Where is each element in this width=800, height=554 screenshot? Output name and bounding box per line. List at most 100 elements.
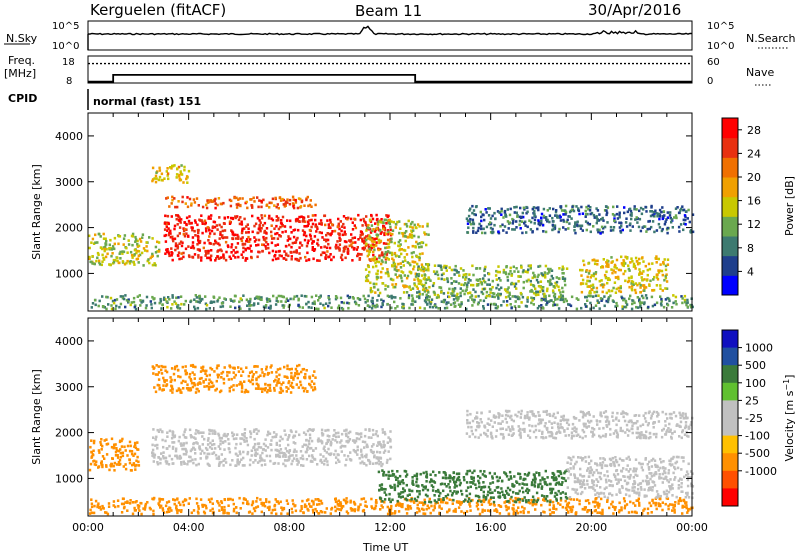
data-cell bbox=[338, 249, 341, 252]
data-cell bbox=[625, 256, 628, 259]
data-cell bbox=[601, 508, 604, 512]
data-cell bbox=[156, 461, 159, 464]
data-cell bbox=[232, 507, 236, 511]
data-cell bbox=[478, 222, 481, 226]
data-cell bbox=[305, 198, 308, 202]
data-cell bbox=[552, 285, 555, 288]
data-cell bbox=[274, 253, 277, 257]
data-cell bbox=[193, 253, 197, 256]
data-cell bbox=[329, 218, 332, 222]
data-cell bbox=[422, 485, 425, 489]
data-cell bbox=[638, 262, 641, 265]
data-cell bbox=[242, 450, 245, 454]
data-cell bbox=[392, 220, 395, 224]
data-cell bbox=[182, 251, 185, 255]
data-cell bbox=[476, 507, 480, 511]
data-cell bbox=[529, 267, 532, 270]
data-cell bbox=[250, 449, 253, 452]
data-cell bbox=[587, 207, 590, 211]
data-cell bbox=[351, 259, 354, 262]
data-cell bbox=[651, 289, 654, 292]
data-cell bbox=[334, 456, 338, 459]
data-cell bbox=[663, 258, 666, 261]
data-cell bbox=[291, 454, 294, 457]
data-cell bbox=[195, 497, 198, 501]
data-cell bbox=[529, 279, 532, 283]
data-cell bbox=[555, 276, 558, 279]
data-cell bbox=[167, 227, 170, 230]
data-cell bbox=[172, 164, 175, 168]
data-cell bbox=[278, 381, 281, 384]
data-cell bbox=[208, 307, 211, 310]
data-cell bbox=[208, 378, 211, 382]
data-cell bbox=[501, 223, 504, 227]
data-cell bbox=[450, 282, 453, 285]
data-cell bbox=[274, 378, 277, 382]
data-cell bbox=[279, 500, 282, 504]
data-cell bbox=[178, 307, 182, 310]
data-cell bbox=[508, 291, 511, 295]
data-cell bbox=[468, 273, 471, 276]
data-cell bbox=[324, 429, 327, 432]
data-cell bbox=[175, 504, 178, 508]
data-cell bbox=[436, 501, 440, 505]
data-cell bbox=[691, 213, 695, 216]
data-cell bbox=[100, 263, 103, 267]
data-cell bbox=[211, 507, 214, 511]
data-cell bbox=[221, 229, 224, 233]
data-cell bbox=[420, 269, 423, 272]
data-cell bbox=[170, 202, 173, 205]
data-cell bbox=[580, 205, 583, 209]
data-cell bbox=[324, 223, 327, 227]
data-cell bbox=[90, 505, 94, 509]
data-cell bbox=[225, 434, 228, 438]
power-colorbar-label: Power [dB] bbox=[783, 176, 796, 236]
data-cell bbox=[655, 276, 659, 279]
data-cell bbox=[98, 259, 101, 263]
data-cell bbox=[238, 496, 241, 500]
data-cell bbox=[455, 271, 459, 274]
data-cell bbox=[673, 511, 676, 514]
data-cell bbox=[288, 434, 291, 437]
data-cell bbox=[420, 274, 424, 277]
data-cell bbox=[247, 227, 250, 231]
data-cell bbox=[376, 288, 380, 292]
data-cell bbox=[144, 306, 148, 310]
data-cell bbox=[140, 512, 143, 516]
data-cell bbox=[462, 500, 466, 503]
data-cell bbox=[652, 501, 655, 505]
data-cell bbox=[372, 443, 375, 446]
data-cell bbox=[457, 271, 460, 274]
data-cell bbox=[338, 243, 342, 246]
data-cell bbox=[363, 246, 367, 250]
data-cell bbox=[198, 218, 201, 222]
data-cell bbox=[362, 497, 366, 500]
data-cell bbox=[259, 456, 262, 460]
data-cell bbox=[219, 233, 222, 236]
data-cell bbox=[207, 388, 211, 391]
data-cell bbox=[246, 206, 249, 210]
data-cell bbox=[418, 242, 422, 245]
data-cell bbox=[360, 450, 363, 453]
data-cell bbox=[94, 233, 97, 237]
data-cell bbox=[153, 301, 157, 305]
data-cell bbox=[222, 459, 225, 462]
data-cell bbox=[266, 243, 270, 246]
data-cell bbox=[123, 505, 126, 509]
data-cell bbox=[395, 265, 398, 269]
data-cell bbox=[567, 227, 570, 230]
data-cell bbox=[482, 500, 486, 504]
data-cell bbox=[378, 451, 382, 454]
data-cell bbox=[390, 296, 393, 300]
data-cell bbox=[339, 296, 343, 300]
data-cell bbox=[303, 294, 307, 298]
data-cell bbox=[609, 294, 612, 298]
data-cell bbox=[594, 259, 597, 263]
data-cell bbox=[491, 285, 494, 289]
data-cell bbox=[105, 295, 108, 299]
data-cell bbox=[136, 242, 139, 246]
data-cell bbox=[559, 205, 563, 208]
data-cell bbox=[249, 458, 252, 462]
data-cell bbox=[384, 287, 387, 291]
data-cell bbox=[509, 497, 512, 501]
